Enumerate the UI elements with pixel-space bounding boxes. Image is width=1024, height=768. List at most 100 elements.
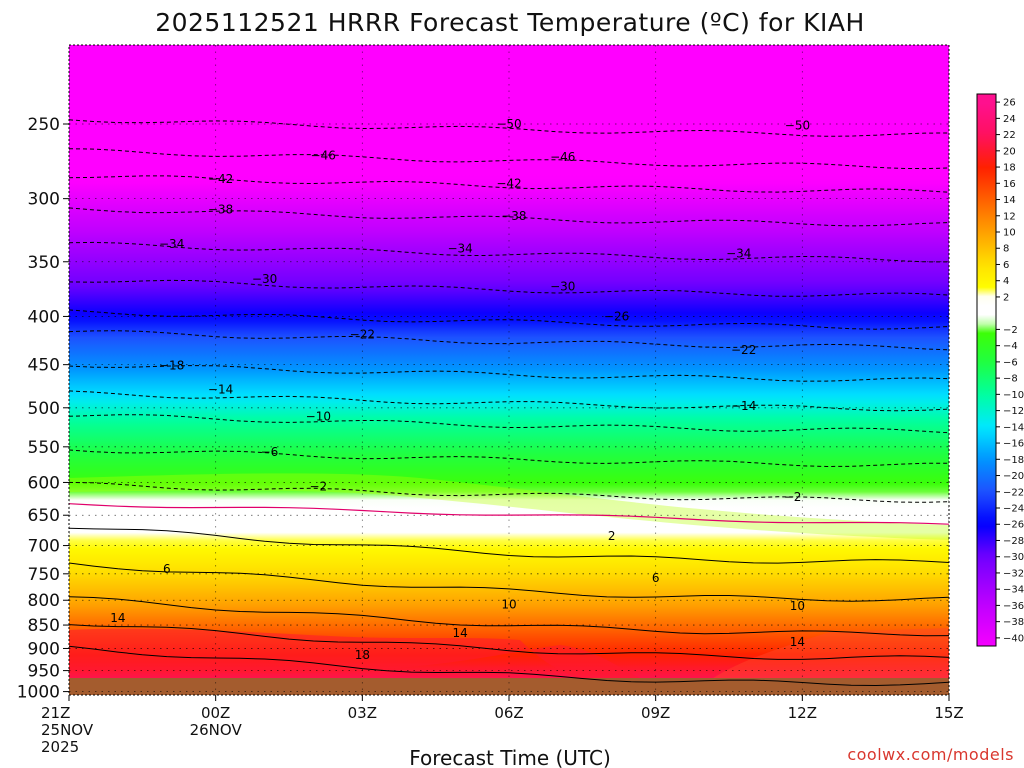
y-tick-300: 300 [28, 190, 60, 210]
colorbar-tick-16: 16 [1003, 179, 1016, 190]
contour-label-6: 6 [652, 571, 660, 585]
colorbar-tick-10: −10 [1003, 390, 1024, 401]
contour-18 [69, 645, 949, 687]
credit-text: coolwx.com/models [847, 745, 1014, 764]
contour-label-m2: −2 [309, 480, 327, 494]
y-tick-400: 400 [28, 307, 60, 327]
colorbar-tick-26: 26 [1003, 98, 1016, 109]
y-tick-250: 250 [28, 115, 60, 135]
freezing-contour [69, 503, 949, 525]
contour-label-m22: −22 [731, 343, 756, 357]
warm-core-region [69, 628, 660, 689]
y-tick-950: 950 [28, 662, 60, 682]
contour-label-m42: −42 [208, 172, 233, 186]
colorbar-tick-14: −14 [1003, 422, 1024, 433]
contour-label-m2: −2 [784, 490, 802, 504]
colorbar-tick-38: −38 [1003, 617, 1024, 628]
contour-label-m30: −30 [550, 280, 575, 294]
colorbar-tick-10: 10 [1003, 228, 1016, 239]
colorbar-tick-22: −22 [1003, 487, 1024, 498]
colorbar-tick-40: −40 [1003, 633, 1024, 644]
colorbar-tick-32: −32 [1003, 568, 1024, 579]
contour-2 [69, 527, 949, 564]
contour-label-6: 6 [163, 562, 171, 576]
x-tick-00Z: 00Z [201, 704, 230, 722]
colorbar-tick-24: −24 [1003, 504, 1024, 515]
x-tick-06Z: 06Z [494, 704, 523, 722]
contour-label-m34: −34 [726, 246, 751, 260]
y-tick-850: 850 [28, 616, 60, 636]
contour-label-m46: −46 [550, 150, 575, 164]
contour-14 [69, 624, 949, 660]
colorbar: 26 24 22 20 18 16 14 12 10 8 6 4 2 −2 −4 −6 −8 −10 −12 −14 −… [976, 93, 1024, 647]
freezing-band [69, 473, 949, 540]
y-tick-750: 750 [28, 565, 60, 585]
y-tick-600: 600 [28, 473, 60, 493]
y-tick-800: 800 [28, 591, 60, 611]
x-tick-09Z: 09Z [641, 704, 670, 722]
colorbar-tick-18: −18 [1003, 455, 1024, 466]
contour-label-m6: −6 [261, 445, 279, 459]
y-tick-550: 550 [28, 438, 60, 458]
contour-label-m46: −46 [311, 149, 336, 163]
y-tick-350: 350 [28, 253, 60, 273]
colorbar-tick-12: 12 [1003, 211, 1016, 222]
colorbar-tick-24: 24 [1003, 114, 1016, 125]
contour-label-m22: −22 [350, 327, 375, 341]
colorbar-tick-6: −6 [1003, 357, 1018, 368]
colorbar-tick-2: 2 [1003, 292, 1009, 303]
x-tick-date-26NOV: 26NOV [190, 721, 243, 739]
colorbar-tick-34: −34 [1003, 585, 1024, 596]
contour-label-14: 14 [790, 635, 805, 649]
colorbar-tick-12: −12 [1003, 406, 1024, 417]
x-tick-date-25NOV: 25NOV [41, 721, 94, 739]
colorbar-tick-16: −16 [1003, 439, 1024, 450]
contour-label-m30: −30 [252, 272, 277, 286]
colorbar-tick-36: −36 [1003, 601, 1024, 612]
y-tick-700: 700 [28, 537, 60, 557]
contour-label-18: 18 [355, 648, 370, 662]
x-axis-label: Forecast Time (UTC) [409, 746, 611, 768]
x-tick-year-2025: 2025 [41, 738, 79, 756]
colorbar-tick-18: 18 [1003, 163, 1016, 174]
contour-label-m14: −14 [731, 399, 756, 413]
colorbar-tick-30: −30 [1003, 552, 1024, 563]
contour-label-14: 14 [452, 626, 467, 640]
chart-title: 2025112521 HRRR Forecast Temperature (ºC… [155, 8, 865, 37]
colorbar-gradient [976, 93, 997, 647]
colorbar-tick-4: 4 [1003, 276, 1009, 287]
colorbar-tick-8: −8 [1003, 374, 1018, 385]
contour-label-m18: −18 [159, 359, 184, 373]
contour-6 [69, 562, 949, 602]
warm-region-east [710, 628, 949, 690]
plot-area: −50 −50 −46 −46 −42 −42 −38 −38 −34 −34 −34 −30 −30 −… [69, 45, 949, 695]
colorbar-tick-20: 20 [1003, 146, 1016, 157]
contour-label-m10: −10 [306, 410, 331, 424]
contour-label-m38: −38 [208, 202, 233, 216]
y-tick-900: 900 [28, 639, 60, 659]
contour-label-2: 2 [608, 529, 616, 543]
contour-label-m34: −34 [447, 242, 472, 256]
contour-label-m38: −38 [501, 209, 526, 223]
contour-label-m14: −14 [208, 382, 233, 396]
contour-label-m50: −50 [785, 119, 810, 133]
contour-label-m34: −34 [159, 237, 184, 251]
y-tick-450: 450 [28, 356, 60, 376]
colorbar-tick-22: 22 [1003, 130, 1016, 141]
x-tick-03Z: 03Z [348, 704, 377, 722]
contour-10 [69, 596, 949, 637]
y-tick-650: 650 [28, 506, 60, 526]
colorbar-tick-8: 8 [1003, 244, 1009, 255]
contour-label-10: 10 [501, 597, 516, 611]
contour-label-10: 10 [790, 599, 805, 613]
y-tick-1000: 1000 [17, 683, 60, 703]
ground-surface [69, 678, 949, 695]
colorbar-tick-28: −28 [1003, 536, 1024, 547]
y-tick-500: 500 [28, 399, 60, 419]
colorbar-tick-4: −4 [1003, 341, 1018, 352]
colorbar-tick-14: 14 [1003, 195, 1016, 206]
colorbar-tick-2: −2 [1003, 325, 1018, 336]
colorbar-tick-6: 6 [1003, 260, 1009, 271]
contour-label-m42: −42 [496, 176, 521, 190]
